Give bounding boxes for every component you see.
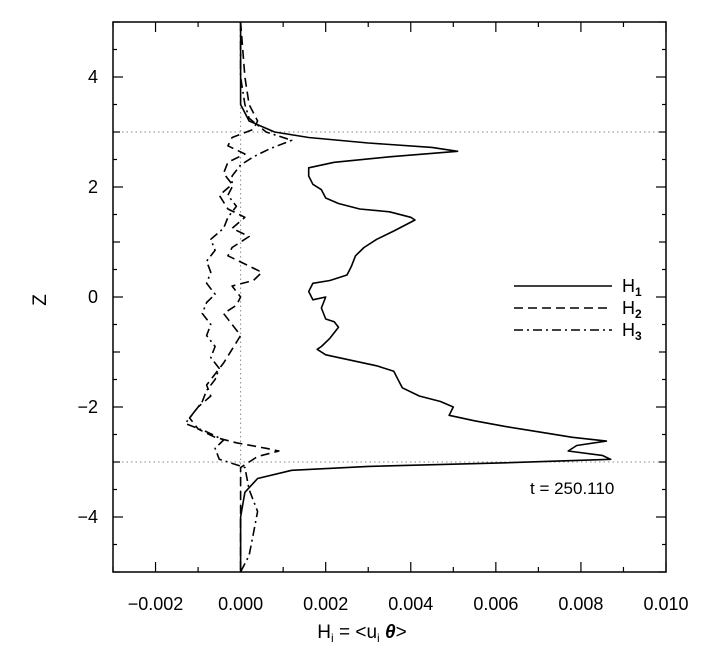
legend: H1 H2 H3 <box>514 276 642 343</box>
y-axis-ticks: −4 −2 0 2 4 <box>77 21 666 573</box>
series-layer <box>184 21 612 573</box>
legend-label-h3: H3 <box>622 320 642 343</box>
x-axis-ticks: −0.002 0.000 0.002 0.004 0.006 0.008 0.010 <box>112 22 689 614</box>
x-tick-label: 0.008 <box>558 594 603 614</box>
legend-label-h1: H1 <box>622 276 642 299</box>
series-line-h1 <box>239 22 612 572</box>
y-tick-label: −2 <box>77 397 98 417</box>
x-tick-label: 0.000 <box>218 594 263 614</box>
x-tick-label: 0.002 <box>303 594 348 614</box>
x-axis-label: Hi = <ui θ> <box>317 622 406 645</box>
x-tick-label: 0.006 <box>473 594 518 614</box>
y-tick-label: 2 <box>88 177 98 197</box>
x-tick-label: 0.010 <box>643 594 688 614</box>
series-line-h3 <box>184 22 293 573</box>
series-line-h2 <box>188 21 280 572</box>
legend-label-h2: H2 <box>622 298 642 321</box>
y-tick-label: −4 <box>77 507 98 527</box>
time-annotation: t = 250.110 <box>530 479 614 498</box>
x-tick-label: −0.002 <box>128 594 184 614</box>
x-tick-label: 0.004 <box>388 594 433 614</box>
y-tick-label: 4 <box>88 67 98 87</box>
y-tick-label: 0 <box>88 287 98 307</box>
y-axis-label: Z <box>30 294 51 306</box>
